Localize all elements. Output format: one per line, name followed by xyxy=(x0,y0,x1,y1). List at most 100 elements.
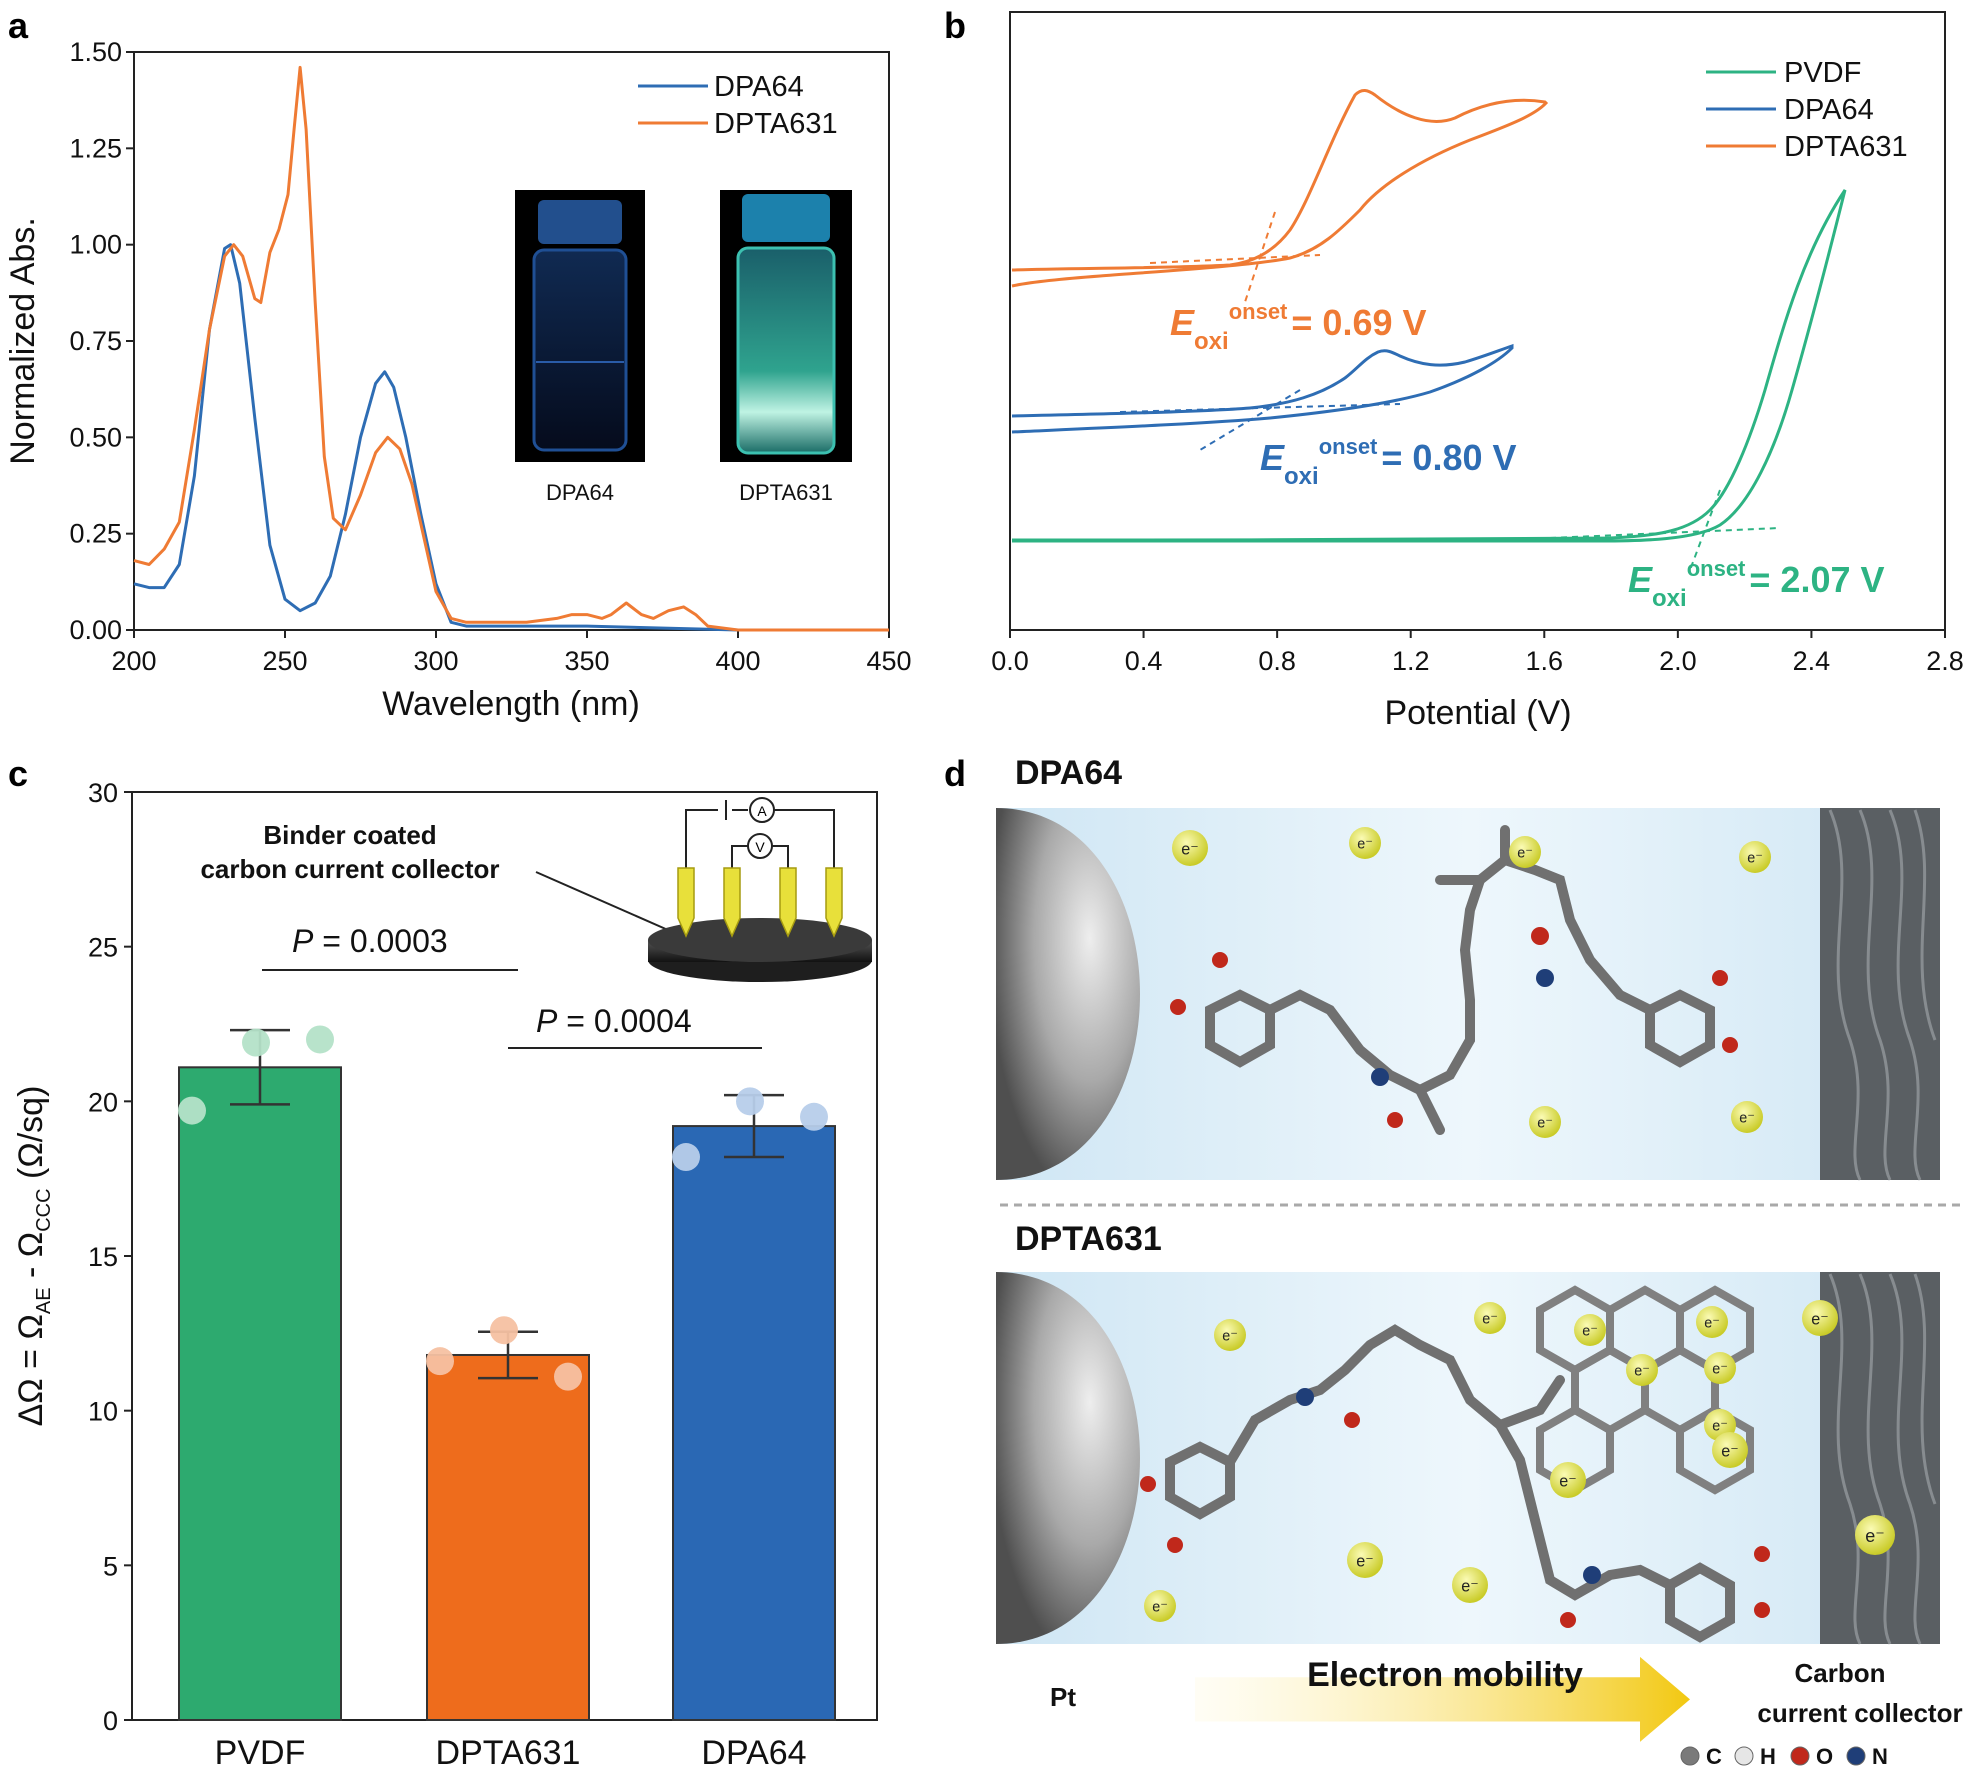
svg-text:V: V xyxy=(755,839,765,855)
panel-a-y-tick-label: 0.25 xyxy=(69,519,122,549)
panel-a-inset-vial-dpa64 xyxy=(515,190,645,462)
svg-text:e⁻: e⁻ xyxy=(1811,1310,1829,1328)
panel-a-inset-label-dpa64: DPA64 xyxy=(546,480,614,505)
panel-d-legend-label-o: O xyxy=(1816,1744,1833,1769)
panel-c-datapoint-pvdf xyxy=(178,1096,206,1125)
panel-c-y-tick-label: 0 xyxy=(103,1706,118,1736)
panel-b-x-tick-label: 1.2 xyxy=(1392,646,1430,676)
panel-d-bottom-electron: e⁻ xyxy=(1214,1319,1246,1351)
panel-b-onset-label-dpta631: Eoxionset = 0.69 V xyxy=(1170,299,1427,355)
panel-d-bottom-electron: e⁻ xyxy=(1696,1306,1728,1338)
panel-c-inset-pointer xyxy=(535,871,669,931)
panel-a-inset-vial-dpta631 xyxy=(720,190,852,462)
panel-a-y-tick-label: 1.00 xyxy=(69,230,122,260)
panel-b: b 0.0 0.4 0.8 1.2 1.6 2.0 2.4 2.8 Potential (V)… xyxy=(944,5,1964,732)
panel-d-legend-atom-c xyxy=(1680,1746,1700,1766)
panel-c-bar-dpa64 xyxy=(672,1125,836,1721)
panel-b-legend-label-pvdf: PVDF xyxy=(1784,57,1861,89)
panel-c-datapoint-dpta631 xyxy=(426,1347,454,1376)
panel-b-x-tick-label: 0.8 xyxy=(1258,646,1296,676)
panel-a-series xyxy=(133,65,889,632)
panel-b-x-tick-label: 2.8 xyxy=(1926,646,1964,676)
panel-d-title-dpta631: DPTA631 xyxy=(1015,1220,1162,1258)
panel-a-y-tick-label: 1.25 xyxy=(69,133,122,163)
panel-a-legend-label-dpta631: DPTA631 xyxy=(714,108,838,140)
panel-d-bottom-electron: e⁻ xyxy=(1452,1567,1488,1603)
panel-d-bottom-electron: e⁻ xyxy=(1474,1302,1506,1334)
panel-c-y-ticks: 0 5 10 15 20 25 30 xyxy=(88,778,132,1736)
panel-d-label-pt: Pt xyxy=(1050,1682,1076,1712)
svg-text:e⁻: e⁻ xyxy=(1517,846,1533,862)
panel-b-plot-frame xyxy=(1009,11,1946,631)
panel-c-datapoint-dpta631 xyxy=(490,1316,518,1345)
panel-d-bottom-electron: e⁻ xyxy=(1550,1462,1586,1498)
panel-a-y-tick-label: 1.50 xyxy=(69,37,122,67)
panel-d-top-pt-electrode xyxy=(996,808,1140,1180)
panel-b-letter: b xyxy=(944,5,966,46)
panel-c-bar-dpta631 xyxy=(426,1353,590,1722)
panel-d-top-electron: e⁻ xyxy=(1731,1101,1763,1133)
panel-d-label-current-collector: current collector xyxy=(1757,1698,1962,1728)
panel-b-x-tick-label: 2.4 xyxy=(1793,646,1831,676)
panel-a-y-tick-label: 0.50 xyxy=(69,422,122,452)
panel-c-y-tick-label: 25 xyxy=(88,933,118,963)
panel-c-y-tick-label: 30 xyxy=(88,778,118,808)
panel-d-legend-label-n: N xyxy=(1872,1744,1888,1769)
svg-text:e⁻: e⁻ xyxy=(1461,1577,1479,1595)
svg-text:e⁻: e⁻ xyxy=(1559,1472,1577,1490)
panel-d-top-heteroatoms xyxy=(1170,927,1738,1128)
panel-c-y-axis-title: ΔΩ = ΩAE - ΩCCC (Ω/sq) xyxy=(12,1086,55,1427)
panel-d-top-electron: e⁻ xyxy=(1172,830,1208,866)
panel-d-top-electrons: e⁻ e⁻ e⁻ e⁻ e⁻ e⁻ xyxy=(1172,827,1771,1138)
panel-d-bottom-electron: e⁻ xyxy=(1802,1300,1838,1336)
panel-b-onset-dpta631-dashed xyxy=(1149,211,1321,303)
svg-text:e⁻: e⁻ xyxy=(1704,1316,1720,1332)
panel-d-top-electron: e⁻ xyxy=(1739,841,1771,873)
panel-c: c 0 5 10 15 20 25 30 PVDF DPTA631 DPA64 ΔΩ = ΩAE… xyxy=(8,753,878,1772)
svg-text:e⁻: e⁻ xyxy=(1152,1600,1168,1616)
panel-b-x-tick-label: 0.4 xyxy=(1125,646,1163,676)
svg-text:e⁻: e⁻ xyxy=(1712,1419,1728,1435)
panel-b-cv-dpa64 xyxy=(1011,343,1514,434)
panel-c-inset-four-probe: A V xyxy=(648,797,872,982)
panel-b-x-tick-label: 1.6 xyxy=(1526,646,1564,676)
panel-b-onset-label-dpa64: Eoxionset = 0.80 V xyxy=(1260,434,1517,490)
panel-c-x-label-pvdf: PVDF xyxy=(215,1734,306,1772)
panel-c-datapoint-pvdf xyxy=(306,1025,334,1054)
svg-text:e⁻: e⁻ xyxy=(1712,1362,1728,1378)
panel-c-datapoint-dpta631 xyxy=(554,1362,582,1391)
panel-a: a 200 250 300 350 400 450 0.00 0.25 0.50 0.75 1.0… xyxy=(4,5,912,723)
panel-d-letter: d xyxy=(944,753,966,794)
panel-b-onset-dpa64-dashed xyxy=(1119,389,1401,451)
svg-text:e⁻: e⁻ xyxy=(1357,837,1373,853)
svg-text:e⁻: e⁻ xyxy=(1181,840,1199,858)
panel-c-inset-label-line2: carbon current collector xyxy=(200,854,499,884)
panel-a-y-axis-title: Normalized Abs. xyxy=(4,217,42,465)
panel-d-title-dpa64: DPA64 xyxy=(1015,754,1122,792)
panel-d-bottom-fibers xyxy=(1828,1273,1937,1645)
svg-text:A: A xyxy=(757,803,767,819)
panel-d-top-molecule xyxy=(1205,825,1715,1135)
panel-d-label-carbon: Carbon xyxy=(1795,1658,1886,1688)
panel-b-cv-pvdf xyxy=(1011,189,1847,543)
panel-c-datapoint-dpa64 xyxy=(672,1143,700,1172)
panel-a-letter: a xyxy=(8,5,29,46)
panel-c-bar-pvdf xyxy=(178,1066,342,1721)
panel-d-bottom-molecule xyxy=(1165,1324,1735,1643)
panel-d-top-electron: e⁻ xyxy=(1509,836,1541,868)
panel-a-y-ticks: 0.00 0.25 0.50 0.75 1.00 1.25 1.50 xyxy=(69,37,134,645)
panel-a-x-tick-label: 450 xyxy=(866,646,911,676)
panel-a-x-axis-title: Wavelength (nm) xyxy=(382,685,640,723)
panel-d-bottom-heteroatoms xyxy=(1140,1388,1770,1628)
panel-c-datapoint-dpa64 xyxy=(736,1087,764,1116)
panel-d-legend-atom-n xyxy=(1846,1746,1866,1766)
svg-text:e⁻: e⁻ xyxy=(1356,1552,1374,1570)
panel-d-legend-atom-h xyxy=(1734,1746,1754,1766)
panel-d-legend-label-h: H xyxy=(1760,1744,1776,1769)
panel-a-x-tick-label: 400 xyxy=(715,646,760,676)
panel-c-y-tick-label: 15 xyxy=(88,1242,118,1272)
panel-c-datapoint-pvdf xyxy=(242,1028,270,1057)
panel-b-legend-label-dpa64: DPA64 xyxy=(1784,94,1874,126)
panel-a-y-tick-label: 0.75 xyxy=(69,326,122,356)
